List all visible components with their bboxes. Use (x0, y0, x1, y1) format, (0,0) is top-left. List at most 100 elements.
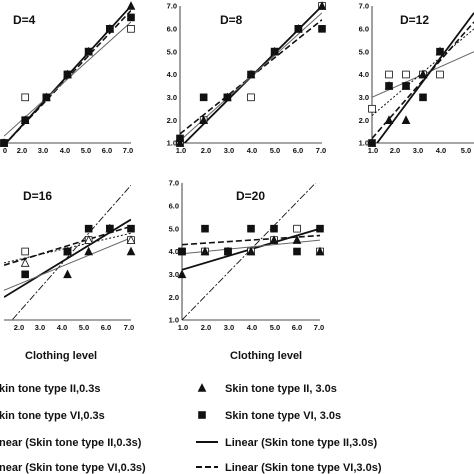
legend-label: near (Skin tone type II,0.3s) (0, 437, 142, 449)
data-point-ii30 (315, 246, 325, 256)
data-point-vi30 (247, 70, 255, 79)
data-point-ii03 (247, 93, 255, 102)
data-point-vi30 (224, 247, 232, 256)
legend-item: kin tone type VI,0.3s (0, 410, 105, 422)
chart-panel: 0 2.0 3.0 4.0 5.0 6.0 7.0 D=4 (0, 1, 136, 155)
data-point-ii03 (385, 70, 393, 79)
data-point-ii30 (199, 115, 209, 124)
x-axis-title: Clothing level (230, 350, 302, 362)
legend-marker (197, 383, 207, 392)
data-point-vi30 (294, 25, 303, 33)
data-point-ii30 (177, 269, 187, 279)
y-tick-label: 5.0 (169, 224, 179, 233)
y-tick-label: 1.0 (169, 316, 179, 325)
data-point-vi30 (419, 93, 427, 102)
x-tick-label: 3.0 (38, 146, 48, 155)
data-point-vi30 (270, 47, 279, 56)
chart-panel: 1.0 2.0 3.0 4.0 5.0 6.0 7.0 1.0 2.0 3.0 4.0 5.0 6.0 7… (169, 179, 325, 332)
y-tick-label: 3.0 (169, 270, 179, 279)
x-tick-label: 2.0 (14, 323, 24, 332)
legend-item: Skin tone type II, 3.0s (197, 383, 337, 395)
x-tick-label: 5.0 (81, 146, 91, 155)
x-tick-label: 2.0 (17, 146, 27, 155)
chart-title: D=20 (236, 189, 265, 203)
legend-item: Skin tone type VI, 3.0s (198, 410, 341, 422)
data-point-vi30 (293, 247, 301, 256)
data-point-vi30 (106, 224, 114, 233)
y-tick-label: 6.0 (169, 201, 179, 210)
y-tick-label: 5.0 (359, 47, 369, 56)
data-point-vi30 (316, 224, 324, 233)
data-point-vi30 (21, 116, 29, 124)
data-point-ii30 (384, 115, 394, 124)
y-tick-label: 7.0 (169, 179, 179, 188)
data-point-ii03 (368, 104, 376, 113)
chart-title: D=16 (23, 189, 52, 203)
x-tick-label: 7.0 (316, 146, 326, 155)
legend-label: Linear (Skin tone type VI,3.0s) (225, 462, 382, 474)
data-point-vi30 (436, 47, 444, 56)
legend-label: Linear (Skin tone type II,3.0s) (225, 437, 378, 449)
x-tick-label: 6.0 (101, 323, 111, 332)
data-point-ii30 (246, 246, 256, 256)
data-point-vi30 (84, 224, 93, 233)
data-point-vi30 (42, 93, 51, 102)
x-tick-label: 6.0 (102, 146, 112, 155)
y-tick-label: 4.0 (167, 70, 177, 79)
data-point-vi03 (126, 235, 136, 244)
x-tick-label: 3.0 (224, 323, 234, 332)
data-point-vi30 (63, 70, 72, 79)
x-tick-label: 5.0 (270, 323, 280, 332)
x-tick-label: 2.0 (390, 146, 400, 155)
data-point-vi30 (402, 82, 410, 90)
x-tick-label: 3.0 (413, 146, 423, 155)
x-tick-label: 7.0 (124, 323, 134, 332)
y-tick-label: 3.0 (359, 93, 369, 102)
legend-label: Skin tone type VI, 3.0s (225, 410, 341, 422)
y-tick-label: 2.0 (167, 116, 177, 125)
x-tick-label: 2.0 (201, 146, 211, 155)
data-point-ii03 (402, 70, 410, 79)
chart-panel: 1.0 2.0 3.0 4.0 5.0 6.0 7.0 1.0 2.0 3.0 4.0 5.0 6.0 7… (167, 1, 327, 155)
data-point-vi30 (127, 13, 135, 22)
fit-lines (372, 12, 474, 143)
data-point-vi30 (385, 82, 393, 90)
data-point-ii03 (21, 247, 29, 256)
x-tick-label: 5.0 (270, 146, 280, 155)
chart-title: D=12 (400, 13, 429, 27)
x-tick-label: 4.0 (436, 146, 446, 155)
x-tick-label: 6.0 (292, 323, 302, 332)
data-point-vi30 (247, 224, 255, 233)
legend-label: kin tone type VI,0.3s (0, 410, 105, 422)
x-axis-title: Clothing level (25, 350, 97, 362)
data-point-vi30 (368, 139, 376, 147)
data-point-vi30 (176, 134, 184, 143)
x-tick-label: 1.0 (178, 323, 188, 332)
data-point-vi30 (201, 224, 209, 233)
legend-item: Linear (Skin tone type VI,3.0s) (196, 462, 382, 474)
x-tick-label: 6.0 (293, 146, 303, 155)
x-tick-label: 5.0 (461, 146, 471, 155)
data-point-ii03 (21, 93, 29, 102)
legend-item: Linear (Skin tone type II,3.0s) (196, 437, 378, 449)
y-tick-label: 6.0 (359, 24, 369, 33)
data-point-ii30 (269, 235, 279, 244)
y-tick-label: 1.0 (167, 139, 177, 148)
data-point-ii30 (126, 246, 136, 256)
x-tick-label: 4.0 (247, 323, 257, 332)
y-tick-label: 3.0 (167, 93, 177, 102)
x-tick-label: 3.0 (35, 323, 45, 332)
data-point-ii30 (126, 1, 136, 10)
data-point-vi03 (20, 258, 30, 267)
x-tick-label: 7.0 (123, 146, 133, 155)
data-point-ii30 (84, 246, 94, 256)
legend: kin tone type II,0.3s Skin tone type II, … (0, 383, 382, 474)
data-point-ii30 (63, 269, 72, 279)
fit-line-lin_ref (11, 184, 131, 320)
data-point-vi30 (63, 247, 72, 256)
data-point-ii03 (127, 25, 135, 33)
y-tick-label: 5.0 (167, 47, 177, 56)
chart-title: D=4 (13, 13, 36, 27)
y-tick-label: 1.0 (359, 139, 369, 148)
